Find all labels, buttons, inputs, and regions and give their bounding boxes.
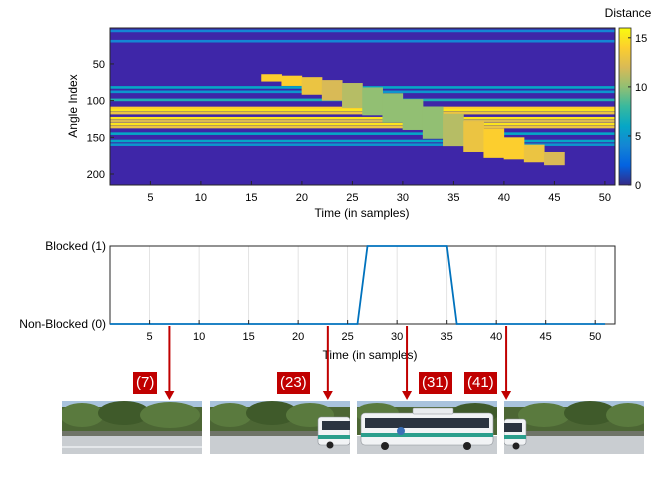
- heatmap-blockage-column-1: [281, 75, 303, 86]
- heatmap-band-8: [110, 116, 615, 120]
- colorbar-ticks: 0 5 10 15: [628, 33, 647, 192]
- heatmap-panel: 50 100 150 200 5 10 15 20 25 30 35 40 45 50 Angle In…: [66, 27, 616, 220]
- colorbar-gradient: [618, 27, 632, 186]
- heatmap-blockage-column-14: [544, 151, 565, 166]
- heatmap-blockage-column-4: [342, 83, 363, 108]
- heatmap-x-tick-label-2: 15: [245, 192, 257, 204]
- line-x-tick-label-1: 10: [193, 331, 205, 343]
- line-y-tick-nonblocked: Non-Blocked (0): [19, 317, 106, 331]
- colorbar-tick-label-3: 15: [635, 33, 647, 45]
- snapshot-photo-bus-leaving: [504, 401, 644, 454]
- heatmap-x-ticks: 5 10 15 20 25 30 35 40 45 50: [147, 181, 611, 204]
- blockage-series-line: [110, 245, 606, 325]
- heatmap-blockage-column-7: [402, 99, 424, 130]
- heatmap-band-9: [110, 119, 615, 123]
- heatmap-frame: [109, 27, 616, 186]
- heatmap-x-tick-label-4: 25: [346, 192, 358, 204]
- heatmap-band-1: [110, 39, 615, 43]
- line-grid: [149, 246, 596, 324]
- blockage-line-panel: 5 10 15 20 25 30 35 40 45 50 Blocked (1) Non-Bloc…: [19, 239, 616, 362]
- snapshot-arrows: [164, 326, 512, 400]
- heatmap-x-tick-label-8: 45: [548, 192, 560, 204]
- line-x-tick-label-3: 20: [292, 331, 304, 343]
- heatmap-x-tick-label-1: 10: [195, 192, 207, 204]
- heatmap-band-13: [110, 139, 615, 143]
- snapshot-label-23: (23): [276, 371, 311, 395]
- line-x-tick-label-7: 40: [490, 331, 502, 343]
- colorbar-tick-label-2: 10: [635, 82, 647, 94]
- line-x-tick-label-8: 45: [540, 331, 552, 343]
- scene-bus-entering: [210, 401, 350, 454]
- heatmap-y-tick-label-1: 100: [87, 96, 105, 108]
- heatmap-band-14: [110, 143, 615, 146]
- heatmap-blockage-column-0: [261, 74, 282, 82]
- heatmap-blockage-column-12: [503, 137, 525, 160]
- heatmap-blockage-column-3: [321, 80, 343, 101]
- line-x-tick-label-9: 50: [589, 331, 601, 343]
- heatmap-x-tick-label-3: 20: [296, 192, 308, 204]
- line-x-tick-label-2: 15: [243, 331, 255, 343]
- line-x-tick-label-0: 5: [147, 331, 153, 343]
- heatmap-blockage-column-13: [523, 144, 545, 163]
- heatmap-x-tick-label-7: 40: [498, 192, 510, 204]
- snapshot-arrow-head-3: [501, 391, 512, 400]
- heatmap-y-axis-label: Angle Index: [66, 74, 80, 137]
- heatmap-y-tick-label-2: 150: [87, 132, 105, 144]
- colorbar-tick-label-1: 5: [635, 131, 641, 143]
- heatmap-blockage-column-6: [382, 93, 404, 123]
- snapshot-arrow-head-1: [322, 391, 333, 400]
- heatmap-y-tick-label-0: 50: [93, 59, 105, 71]
- heatmap-band-12: [110, 132, 615, 135]
- heatmap-band-0: [110, 29, 615, 33]
- snapshot-arrow-head-2: [402, 391, 413, 400]
- line-x-ticks: 5 10 15 20 25 30 35 40 45 50: [147, 320, 601, 343]
- colorbar-title: Distance: [605, 6, 652, 20]
- colorbar: 0 5 10 15 Distance: [605, 6, 652, 192]
- heatmap-x-tick-label-5: 30: [397, 192, 409, 204]
- snapshot-label-7: (7): [132, 371, 159, 395]
- scene-bus-leaving: [504, 401, 644, 454]
- snapshot-photo-bus-entering: [210, 401, 350, 454]
- heatmap-y-tick-label-3: 200: [87, 169, 105, 181]
- heatmap-blockage-column-2: [301, 77, 323, 95]
- heatmap-blockage-column-9: [443, 113, 464, 147]
- line-x-axis-label: Time (in samples): [323, 348, 418, 362]
- heatmap-band-10: [110, 122, 615, 126]
- heatmap-x-tick-label-6: 35: [447, 192, 459, 204]
- scene-bus-full: [357, 401, 497, 454]
- line-y-tick-blocked: Blocked (1): [45, 239, 106, 253]
- heatmap-blockage-column-5: [362, 87, 383, 116]
- heatmap-band-11: [110, 125, 615, 129]
- line-x-tick-label-5: 30: [391, 331, 403, 343]
- snapshot-photo-empty-road: [62, 401, 202, 454]
- snapshot-label-31: (31): [418, 371, 453, 395]
- heatmap-x-axis-label: Time (in samples): [315, 206, 410, 220]
- snapshot-label-41: (41): [463, 371, 498, 395]
- line-x-tick-label-6: 35: [441, 331, 453, 343]
- heatmap-y-ticks: 50 100 150 200: [87, 59, 114, 181]
- line-frame: [109, 245, 616, 325]
- heatmap-x-tick-label-9: 50: [599, 192, 611, 204]
- snapshot-arrow-head-0: [164, 391, 175, 400]
- heatmap-blockage-column-11: [483, 128, 505, 158]
- snapshot-photo-bus-full: [357, 401, 497, 454]
- heatmap-x-tick-label-0: 5: [147, 192, 153, 204]
- heatmap-blockage-region: [261, 74, 565, 166]
- heatmap-blockage-column-8: [422, 106, 444, 139]
- scene-empty-road: [62, 401, 202, 454]
- line-x-tick-label-4: 25: [342, 331, 354, 343]
- heatmap-blockage-column-10: [463, 121, 484, 152]
- colorbar-tick-label-0: 0: [635, 180, 641, 192]
